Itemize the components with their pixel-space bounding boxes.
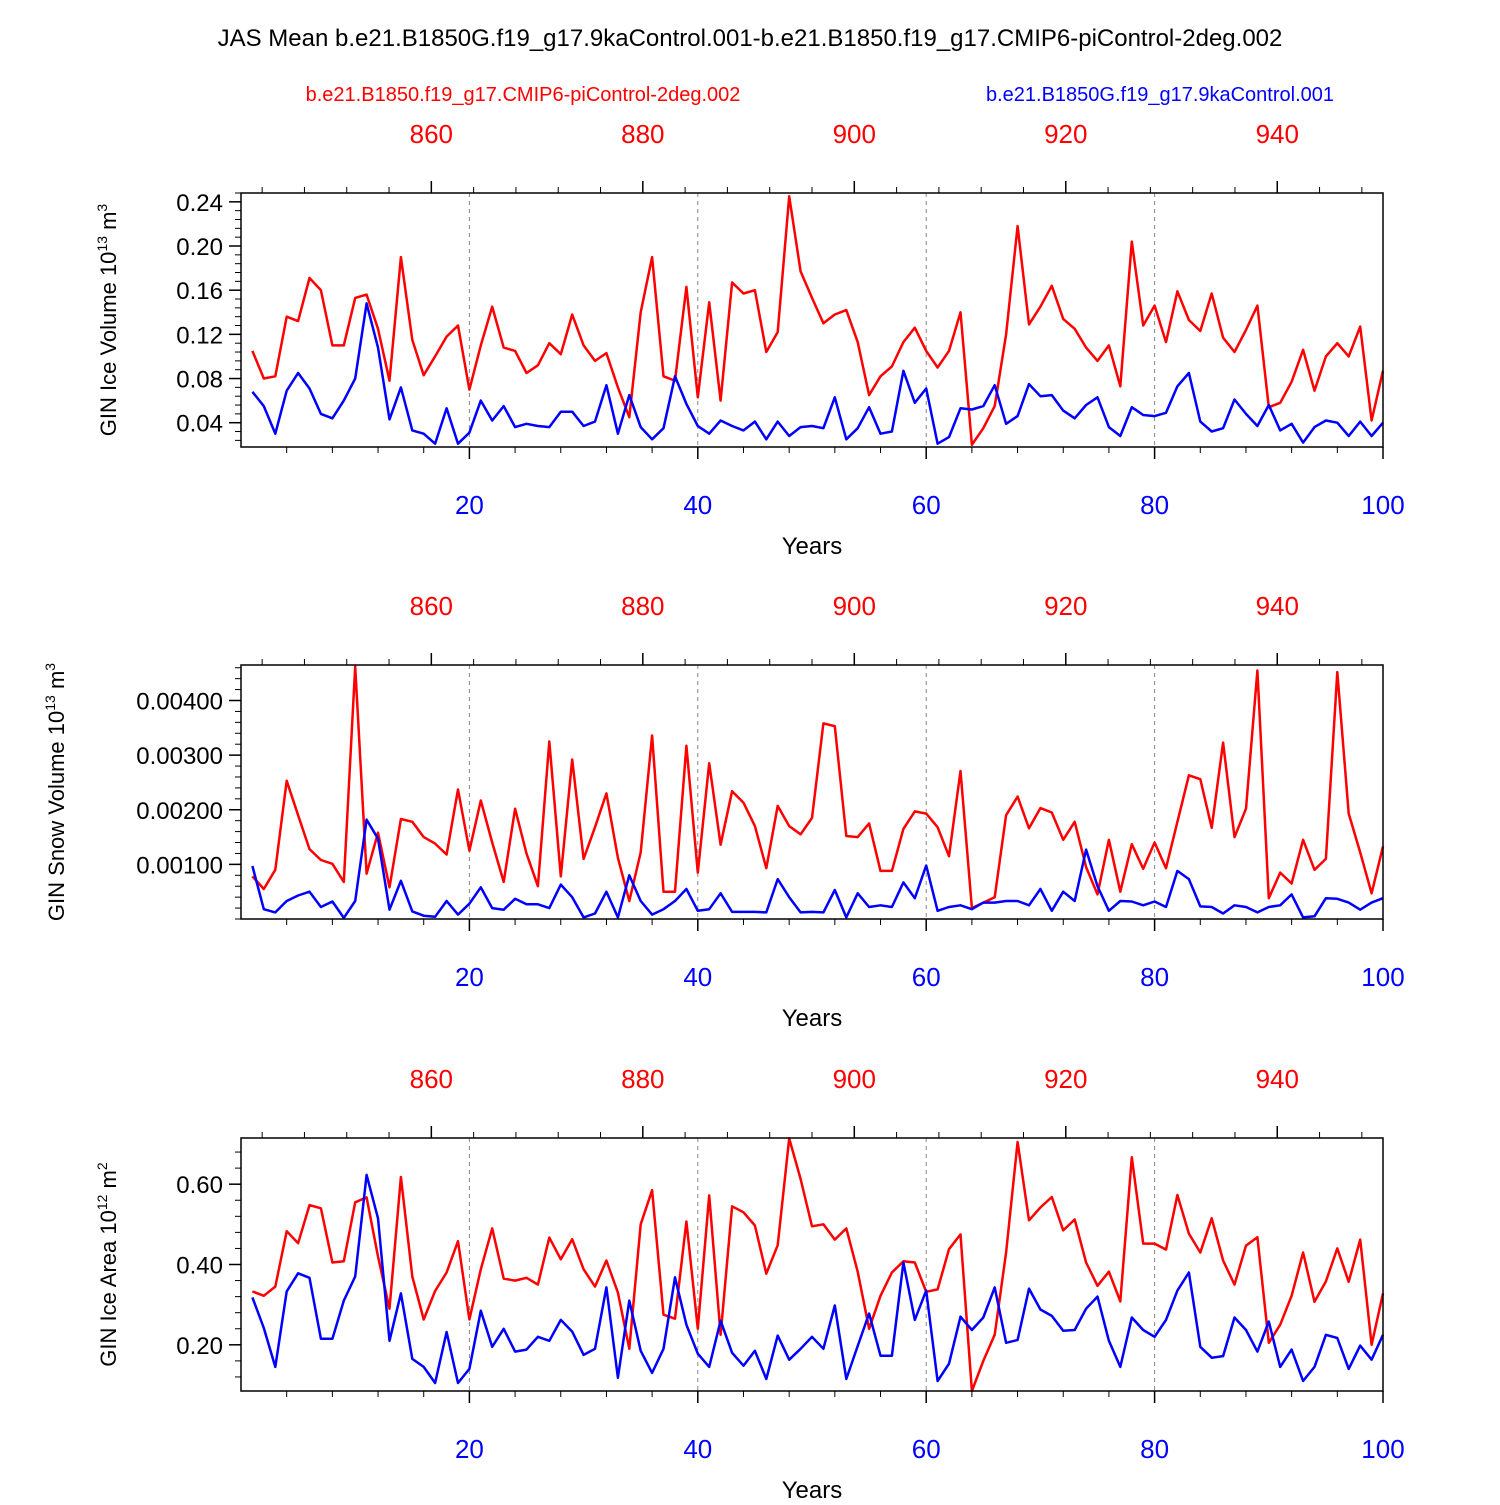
figure-title: JAS Mean b.e21.B1850G.f19_g17.9kaControl… (218, 25, 1283, 52)
y-axis-label-superscript: 3 (42, 663, 58, 671)
y-tick-label: 0.00400 (136, 689, 223, 716)
top-tick-label: 900 (833, 1064, 876, 1094)
y-tick-label: 0.24 (176, 190, 223, 217)
x-tick-label: 80 (1140, 962, 1169, 992)
top-tick-label: 860 (410, 1064, 453, 1094)
y-axis-label-part: GIN Snow Volume 10 (44, 711, 69, 921)
y-tick-label: 0.00300 (136, 743, 223, 770)
x-tick-label: 100 (1361, 490, 1404, 520)
y-tick-label: 0.00100 (136, 852, 223, 879)
x-tick-label: 40 (683, 962, 712, 992)
x-tick-label: 40 (683, 490, 712, 520)
y-axis-label-superscript: 12 (94, 1194, 110, 1210)
panels: 0.04 0.08 0.12 0.16 0.20 0.24 20 40 60 80 100 860 88… (42, 119, 1405, 1504)
plot-frame (240, 664, 1384, 920)
x-axis-label: Years (782, 1005, 843, 1032)
legend-blue-case: b.e21.B1850G.f19_g17.9kaControl.001 (986, 84, 1334, 106)
y-tick-label: 0.08 (176, 367, 223, 394)
top-tick-label: 860 (410, 591, 453, 621)
chart-panel-3: 0.20 0.40 0.60 20 40 60 80 100 860 880 900 920 940 Ye… (94, 1064, 1405, 1504)
y-tick-label: 0.40 (176, 1253, 223, 1280)
top-tick-label: 940 (1256, 1064, 1299, 1094)
top-tick-label: 940 (1256, 119, 1299, 149)
x-tick-label: 60 (912, 962, 941, 992)
y-axis-label-superscript: 3 (94, 204, 110, 212)
top-tick-label: 900 (833, 591, 876, 621)
series-line-red (251, 195, 1385, 447)
plot-frame (240, 192, 1384, 448)
y-axis-label: GIN Ice Volume 1013 m3 (94, 204, 121, 437)
top-tick-label: 900 (833, 119, 876, 149)
y-axis-label-part: m (96, 212, 121, 236)
top-tick-label: 940 (1256, 591, 1299, 621)
top-tick-label: 860 (410, 119, 453, 149)
x-tick-label: 60 (912, 1434, 941, 1464)
x-tick-label: 100 (1361, 1434, 1404, 1464)
legend-red-case: b.e21.B1850.f19_g17.CMIP6-piControl-2deg… (306, 84, 741, 106)
y-tick-label: 0.16 (176, 278, 223, 305)
top-tick-label: 920 (1044, 119, 1087, 149)
y-axis-label-superscript: 13 (94, 236, 110, 252)
x-tick-label: 80 (1140, 490, 1169, 520)
x-tick-label: 100 (1361, 962, 1404, 992)
top-tick-label: 880 (621, 119, 664, 149)
x-tick-label: 60 (912, 490, 941, 520)
series-line-red (251, 1137, 1385, 1393)
top-tick-label: 880 (621, 591, 664, 621)
y-tick-label: 0.12 (176, 322, 223, 349)
y-axis-label-superscript: 2 (94, 1162, 110, 1170)
y-tick-label: 0.04 (176, 411, 223, 438)
y-axis-label-part: GIN Ice Volume 10 (96, 252, 121, 437)
y-axis-label-part: m (96, 1170, 121, 1194)
y-axis-label-superscript: 13 (42, 695, 58, 711)
x-tick-label: 40 (683, 1434, 712, 1464)
series-line-red (251, 665, 1385, 910)
y-tick-label: 0.20 (176, 1333, 223, 1360)
top-tick-label: 880 (621, 1064, 664, 1094)
x-tick-label: 20 (455, 962, 484, 992)
series-line-blue (251, 1173, 1385, 1385)
top-tick-label: 920 (1044, 1064, 1087, 1094)
x-tick-label: 20 (455, 490, 484, 520)
y-tick-label: 0.00200 (136, 798, 223, 825)
x-tick-label: 80 (1140, 1434, 1169, 1464)
y-axis-label-part: GIN Ice Area 10 (96, 1210, 121, 1367)
x-axis-label: Years (782, 1477, 843, 1500)
x-axis-label: Years (782, 533, 843, 560)
y-tick-label: 0.20 (176, 234, 223, 261)
top-tick-label: 920 (1044, 591, 1087, 621)
chart-panel-1: 0.04 0.08 0.12 0.16 0.20 0.24 20 40 60 80 100 860 88… (94, 119, 1405, 560)
chart-panel-2: 0.00100 0.00200 0.00300 0.00400 20 40 60 80 100 8… (42, 591, 1405, 1032)
y-axis-label: GIN Snow Volume 1013 m3 (42, 663, 69, 921)
series-line-blue (251, 818, 1384, 920)
x-tick-label: 20 (455, 1434, 484, 1464)
y-axis-label-part: m (44, 671, 69, 695)
y-axis-label: GIN Ice Area 1012 m2 (94, 1162, 121, 1367)
y-tick-label: 0.60 (176, 1172, 223, 1199)
series-line-blue (251, 302, 1384, 445)
